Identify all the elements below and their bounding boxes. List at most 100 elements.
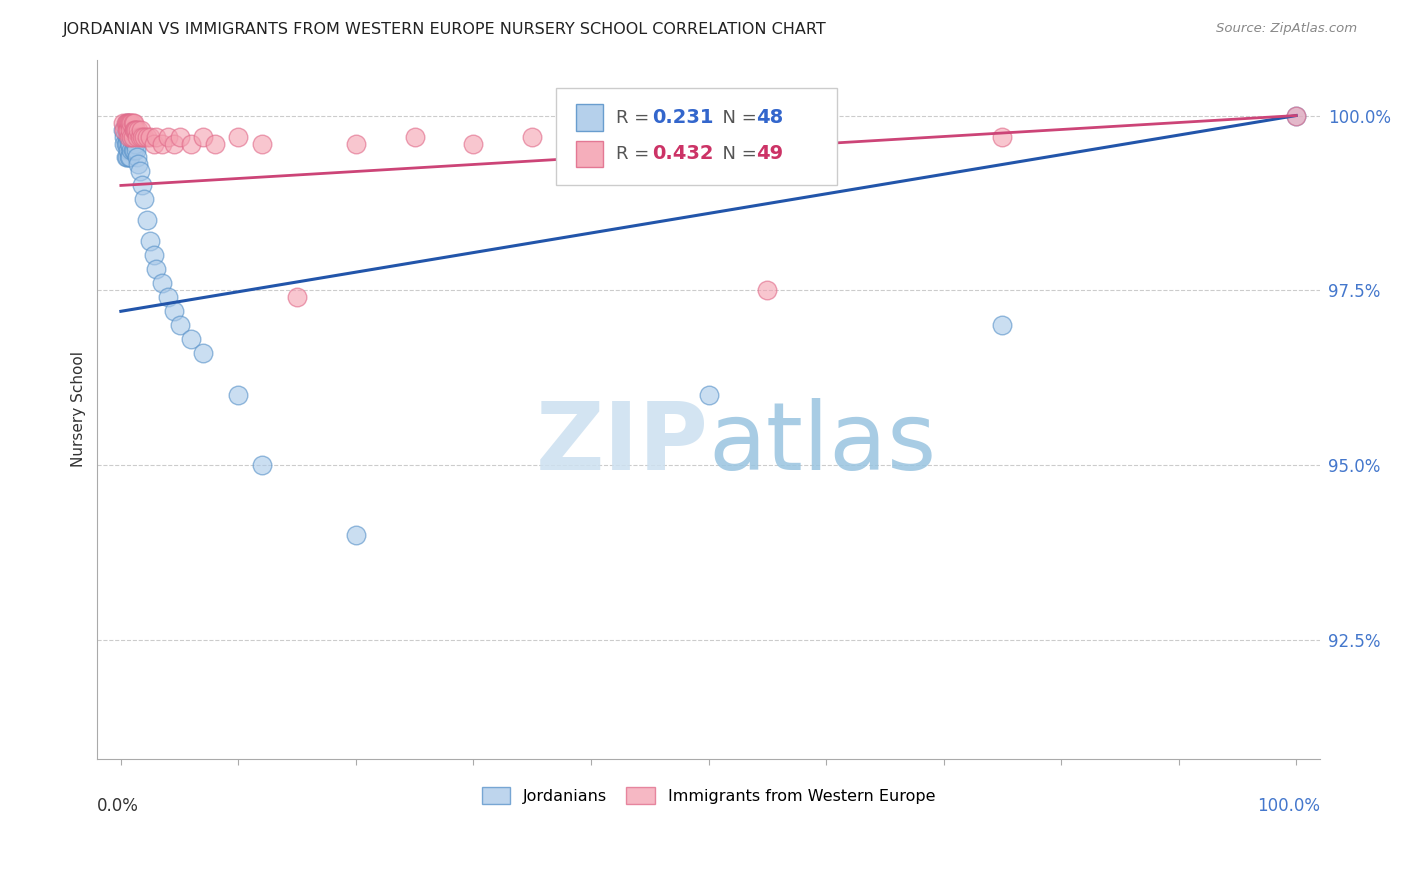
Point <box>150 136 173 151</box>
Point <box>117 144 139 158</box>
Point <box>142 136 165 151</box>
Point <box>135 129 157 144</box>
Point <box>118 136 141 151</box>
Point <box>120 129 142 144</box>
Text: atlas: atlas <box>709 398 936 490</box>
Point <box>115 129 138 144</box>
Point <box>125 144 148 158</box>
Text: JORDANIAN VS IMMIGRANTS FROM WESTERN EUROPE NURSERY SCHOOL CORRELATION CHART: JORDANIAN VS IMMIGRANTS FROM WESTERN EUR… <box>63 22 827 37</box>
FancyBboxPatch shape <box>555 87 837 186</box>
Point <box>156 129 179 144</box>
Point <box>127 129 149 144</box>
Point <box>118 151 141 165</box>
Point <box>285 290 308 304</box>
Point <box>125 122 148 136</box>
Point <box>114 122 136 136</box>
Point <box>124 136 146 151</box>
Point <box>169 129 191 144</box>
Text: R =: R = <box>616 145 655 163</box>
Point <box>163 136 186 151</box>
Point <box>120 122 142 136</box>
Point <box>204 136 226 151</box>
Point <box>180 136 202 151</box>
Point <box>815 136 838 151</box>
Text: N =: N = <box>711 145 762 163</box>
Point <box>122 129 145 144</box>
Point <box>129 122 152 136</box>
Point <box>344 136 367 151</box>
Point <box>1285 109 1308 123</box>
Point <box>121 129 143 144</box>
Point <box>112 136 135 151</box>
Point <box>115 115 138 129</box>
Point <box>114 136 136 151</box>
Point <box>117 122 139 136</box>
Text: 0.432: 0.432 <box>652 145 714 163</box>
Point <box>142 248 165 262</box>
Point <box>163 304 186 318</box>
Point <box>114 151 136 165</box>
Point <box>404 129 426 144</box>
Point <box>117 115 139 129</box>
Point <box>169 318 191 333</box>
Text: 0.231: 0.231 <box>652 108 714 128</box>
Point <box>128 164 150 178</box>
Point <box>112 122 135 136</box>
Point <box>112 129 135 144</box>
Point <box>139 129 162 144</box>
Point <box>112 122 135 136</box>
Point <box>697 388 720 402</box>
Text: Source: ZipAtlas.com: Source: ZipAtlas.com <box>1216 22 1357 36</box>
Point <box>131 178 153 193</box>
FancyBboxPatch shape <box>576 104 603 131</box>
Point <box>180 332 202 346</box>
Point <box>121 144 143 158</box>
FancyBboxPatch shape <box>576 141 603 168</box>
Point <box>127 151 149 165</box>
Point <box>139 235 162 249</box>
Point <box>145 129 167 144</box>
Point <box>250 458 273 472</box>
Point <box>697 129 720 144</box>
Point <box>131 129 153 144</box>
Point <box>250 136 273 151</box>
Point <box>135 213 157 227</box>
Point <box>115 136 138 151</box>
Y-axis label: Nursery School: Nursery School <box>72 351 86 467</box>
Point <box>121 129 143 144</box>
Point <box>122 144 145 158</box>
Point <box>756 283 779 297</box>
Point <box>114 115 136 129</box>
Point <box>115 122 138 136</box>
Point <box>228 129 250 144</box>
Point <box>344 528 367 542</box>
Legend: Jordanians, Immigrants from Western Europe: Jordanians, Immigrants from Western Euro… <box>475 780 942 810</box>
Point <box>117 129 139 144</box>
Point <box>127 157 149 171</box>
Point <box>118 115 141 129</box>
Point <box>120 129 142 144</box>
Point <box>228 388 250 402</box>
Point <box>1285 109 1308 123</box>
Point <box>115 115 138 129</box>
Point <box>134 129 156 144</box>
Point <box>120 122 142 136</box>
Point <box>134 193 156 207</box>
Point <box>117 122 139 136</box>
Point <box>579 136 602 151</box>
Point <box>191 346 214 360</box>
Point <box>120 115 142 129</box>
Point <box>118 122 141 136</box>
Point <box>156 290 179 304</box>
Point <box>121 115 143 129</box>
Point <box>128 129 150 144</box>
Point <box>120 151 142 165</box>
Text: 100.0%: 100.0% <box>1257 797 1320 815</box>
Point <box>127 122 149 136</box>
Point <box>122 122 145 136</box>
Text: N =: N = <box>711 109 762 127</box>
Point <box>191 129 214 144</box>
Point <box>115 151 138 165</box>
Point <box>522 129 544 144</box>
Text: 48: 48 <box>756 108 783 128</box>
